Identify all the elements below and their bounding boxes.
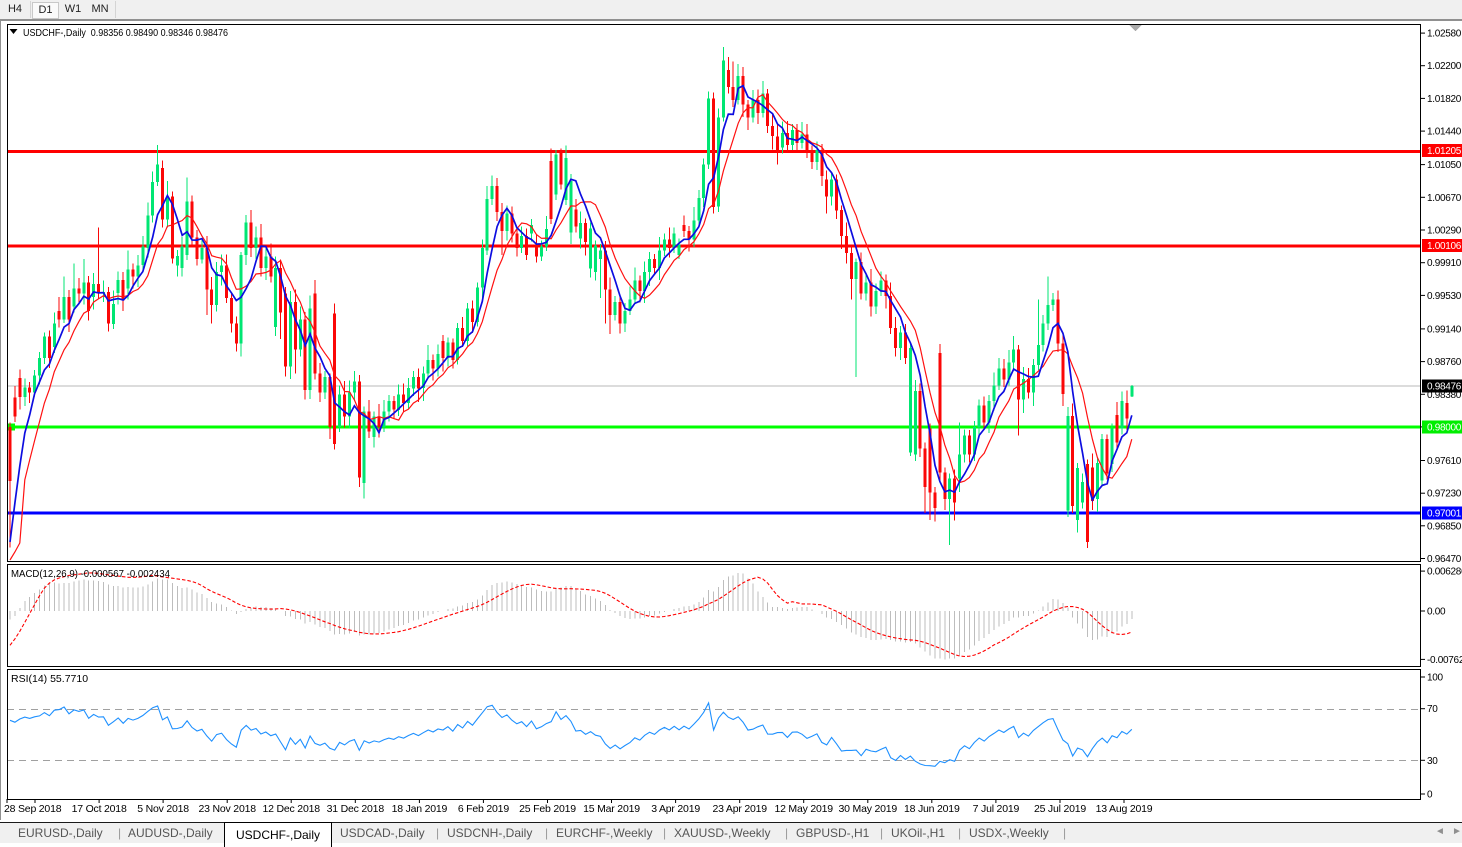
- svg-text:0.98380: 0.98380: [1427, 390, 1462, 401]
- svg-text:1.00106: 1.00106: [1427, 241, 1462, 252]
- svg-text:0.0062860: 0.0062860: [1427, 567, 1462, 578]
- svg-text:0.99910: 0.99910: [1427, 258, 1462, 269]
- svg-text:18 Jun 2019: 18 Jun 2019: [904, 803, 960, 815]
- svg-text:0: 0: [1427, 790, 1433, 801]
- svg-text:RSI(14) 55.7710: RSI(14) 55.7710: [11, 673, 88, 685]
- svg-text:17 Oct 2018: 17 Oct 2018: [72, 803, 127, 815]
- svg-text:31 Dec 2018: 31 Dec 2018: [327, 803, 385, 815]
- svg-text:70: 70: [1427, 704, 1438, 715]
- svg-text:23 Nov 2018: 23 Nov 2018: [199, 803, 257, 815]
- svg-text:5 Nov 2018: 5 Nov 2018: [137, 803, 189, 815]
- svg-text:28 Sep 2018: 28 Sep 2018: [4, 803, 62, 815]
- svg-text:0.96470: 0.96470: [1427, 554, 1462, 565]
- svg-text:1.00670: 1.00670: [1427, 193, 1462, 204]
- svg-text:0.00: 0.00: [1427, 607, 1446, 618]
- svg-text:0.98000: 0.98000: [1427, 423, 1462, 434]
- svg-text:-0.0076200: -0.0076200: [1427, 655, 1462, 666]
- svg-text:1.01205: 1.01205: [1427, 146, 1462, 157]
- svg-text:23 Apr 2019: 23 Apr 2019: [712, 803, 767, 815]
- svg-text:100: 100: [1427, 673, 1444, 684]
- svg-text:13 Aug 2019: 13 Aug 2019: [1096, 803, 1153, 815]
- svg-text:USDCHF-,Daily 0.98356 0.98490: USDCHF-,Daily 0.98356 0.98490 0.98346 0.…: [23, 27, 228, 39]
- svg-text:1.02200: 1.02200: [1427, 61, 1462, 72]
- svg-text:30 May 2019: 30 May 2019: [839, 803, 898, 815]
- svg-text:12 Dec 2018: 12 Dec 2018: [263, 803, 321, 815]
- svg-text:1.01440: 1.01440: [1427, 127, 1462, 138]
- svg-text:0.97230: 0.97230: [1427, 489, 1462, 500]
- svg-text:1.01820: 1.01820: [1427, 94, 1462, 105]
- svg-text:18 Jan 2019: 18 Jan 2019: [392, 803, 448, 815]
- svg-text:0.96850: 0.96850: [1427, 521, 1462, 532]
- svg-text:7 Jul 2019: 7 Jul 2019: [973, 803, 1020, 815]
- svg-text:15 Mar 2019: 15 Mar 2019: [583, 803, 640, 815]
- svg-text:1.02580: 1.02580: [1427, 29, 1462, 40]
- svg-text:MACD(12,26,9) -0.000567 -0.002: MACD(12,26,9) -0.000567 -0.002434: [11, 568, 170, 580]
- svg-text:25 Jul 2019: 25 Jul 2019: [1034, 803, 1086, 815]
- svg-text:0.98476: 0.98476: [1427, 382, 1462, 393]
- svg-text:3 Apr 2019: 3 Apr 2019: [651, 803, 700, 815]
- svg-text:0.97001: 0.97001: [1427, 509, 1462, 520]
- svg-text:0.99530: 0.99530: [1427, 291, 1462, 302]
- svg-text:0.99140: 0.99140: [1427, 324, 1462, 335]
- svg-text:1.01050: 1.01050: [1427, 160, 1462, 171]
- svg-text:1.00290: 1.00290: [1427, 226, 1462, 237]
- svg-text:30: 30: [1427, 756, 1438, 767]
- svg-text:6 Feb 2019: 6 Feb 2019: [458, 803, 509, 815]
- svg-text:0.97610: 0.97610: [1427, 456, 1462, 467]
- svg-text:0.98760: 0.98760: [1427, 357, 1462, 368]
- svg-text:25 Feb 2019: 25 Feb 2019: [519, 803, 576, 815]
- svg-text:12 May 2019: 12 May 2019: [774, 803, 833, 815]
